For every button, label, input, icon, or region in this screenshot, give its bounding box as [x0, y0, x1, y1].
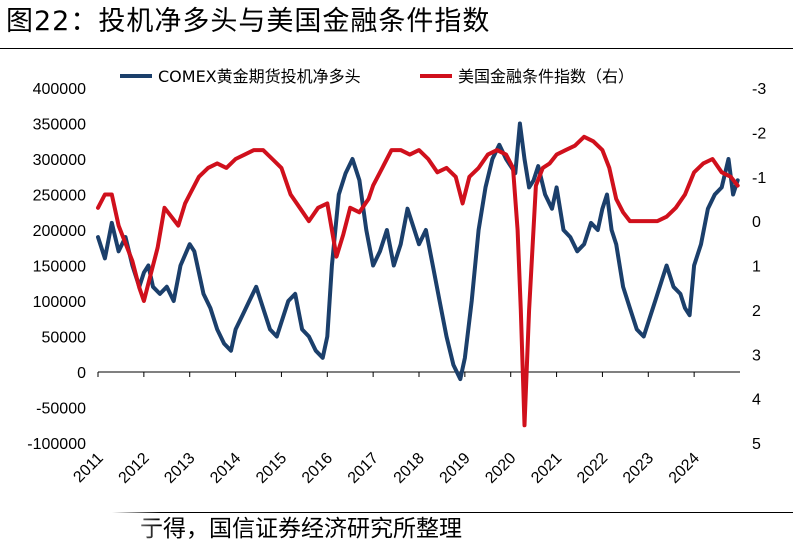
right-tick-label: -3	[752, 81, 766, 98]
source-fade	[0, 512, 160, 550]
right-tick-label: 2	[752, 303, 761, 320]
legend-label: 美国金融条件指数（右）	[458, 67, 634, 86]
source-divider	[0, 512, 793, 513]
x-tick-label: 2022	[574, 450, 611, 487]
chart-legend: COMEX黄金期货投机净多头 美国金融条件指数（右）	[120, 67, 634, 86]
x-tick-label: 2023	[620, 450, 657, 487]
title-divider	[0, 48, 793, 49]
x-tick-label: 2013	[161, 450, 198, 487]
x-tick-label: 2020	[482, 450, 519, 487]
x-tick-label: 2016	[299, 450, 336, 487]
right-tick-label: -2	[752, 125, 766, 142]
right-tick-label: 3	[752, 347, 761, 364]
x-tick-label: 2011	[70, 450, 106, 486]
left-tick-label: 150000	[33, 259, 86, 276]
left-tick-label: 0	[77, 365, 86, 382]
x-tick-label: 2012	[115, 450, 152, 487]
series-line-comex-net-long	[96, 121, 740, 382]
left-tick-label: 250000	[33, 188, 86, 205]
x-tick-label: 2014	[207, 450, 244, 487]
x-tick-label: 2021	[528, 450, 565, 487]
left-tick-label: -100000	[27, 436, 86, 453]
x-tick-label: 2017	[345, 450, 382, 487]
right-tick-label: 0	[752, 214, 761, 231]
left-tick-label: 400000	[33, 81, 86, 98]
right-tick-label: 5	[752, 436, 761, 453]
left-tick-label: 300000	[33, 152, 86, 169]
right-tick-label: -1	[752, 170, 766, 187]
left-tick-label: 200000	[33, 223, 86, 240]
source-note: 亍得，国信证券经济研究所整理	[140, 516, 462, 542]
left-tick-label: -50000	[36, 401, 86, 418]
legend-label: COMEX黄金期货投机净多头	[158, 67, 361, 86]
left-tick-label: 100000	[33, 294, 86, 311]
x-tick-label: 2018	[391, 450, 428, 487]
left-tick-label: 50000	[42, 330, 87, 347]
series-line-financial-conditions	[96, 134, 740, 428]
x-tick-label: 2015	[253, 450, 290, 487]
right-tick-label: 4	[752, 392, 761, 409]
left-tick-label: 350000	[33, 117, 86, 134]
series-lines	[96, 121, 740, 428]
x-tick-label: 2019	[436, 450, 473, 487]
chart-title: 图22：投机净多头与美国金融条件指数	[6, 6, 491, 37]
right-tick-label: 1	[752, 259, 761, 276]
x-tick-label: 2024	[666, 450, 703, 487]
